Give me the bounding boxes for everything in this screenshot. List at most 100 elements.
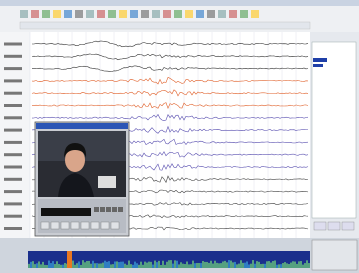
- channel-label: [4, 141, 22, 144]
- tool-button[interactable]: [185, 10, 193, 18]
- spectrum-column: [236, 264, 238, 268]
- side-button[interactable]: [342, 222, 354, 230]
- spectrum-column: [106, 262, 108, 268]
- position-marker[interactable]: [67, 251, 72, 268]
- channel-label: [4, 227, 22, 230]
- channel-label: [4, 153, 22, 156]
- video-button[interactable]: [112, 207, 117, 212]
- selected-event[interactable]: [313, 58, 327, 62]
- spectrum-column: [304, 263, 306, 268]
- spectrum-column: [54, 264, 56, 268]
- spectrum-column: [270, 263, 272, 268]
- video-button[interactable]: [91, 222, 99, 229]
- side-button[interactable]: [328, 222, 340, 230]
- eeg-app: [0, 0, 359, 273]
- spectrum-column: [52, 261, 54, 268]
- video-window: [35, 122, 129, 236]
- spectrum-column: [280, 264, 282, 268]
- spectrum-column: [242, 263, 244, 268]
- tool-button[interactable]: [31, 10, 39, 18]
- video-button[interactable]: [111, 222, 119, 229]
- spectrum-column: [244, 263, 246, 268]
- video-button[interactable]: [51, 222, 59, 229]
- tool-button[interactable]: [240, 10, 248, 18]
- spectrum-column: [194, 263, 196, 268]
- channel-label: [4, 215, 22, 218]
- spectrum-column: [174, 260, 176, 268]
- channel-label: [4, 116, 22, 119]
- video-button[interactable]: [94, 207, 99, 212]
- video-button[interactable]: [41, 222, 49, 229]
- tool-button[interactable]: [119, 10, 127, 18]
- spectrum-column: [238, 264, 240, 268]
- spectrum-column: [268, 261, 270, 268]
- video-button[interactable]: [101, 222, 109, 229]
- tool-button[interactable]: [42, 10, 50, 18]
- video-button[interactable]: [100, 207, 105, 212]
- spectrum-column: [234, 262, 236, 268]
- tool-button[interactable]: [207, 10, 215, 18]
- spectrum-column: [200, 263, 202, 268]
- spectrum-column: [260, 264, 262, 268]
- tool-button[interactable]: [218, 10, 226, 18]
- spectrum-column: [76, 263, 78, 268]
- channel-label: [4, 178, 22, 181]
- spectrum-column: [288, 264, 290, 268]
- spectrum-column: [170, 260, 172, 268]
- video-button[interactable]: [81, 222, 89, 229]
- spectrum-column: [60, 265, 62, 268]
- tool-button[interactable]: [20, 10, 28, 18]
- spectrum-column: [296, 264, 298, 268]
- spectrum-column: [230, 261, 232, 268]
- spectrum-column: [224, 261, 226, 268]
- spectrum-column: [166, 262, 168, 268]
- tool-button[interactable]: [174, 10, 182, 18]
- spectrum-column: [144, 262, 146, 268]
- video-button[interactable]: [71, 222, 79, 229]
- video-button[interactable]: [118, 207, 123, 212]
- spectrum-column: [196, 263, 198, 268]
- spectrum-column: [80, 265, 82, 268]
- tool-button[interactable]: [108, 10, 116, 18]
- event-list[interactable]: [312, 42, 356, 218]
- spectrum-column: [110, 264, 112, 268]
- tool-button[interactable]: [163, 10, 171, 18]
- spectrum-column: [140, 262, 142, 268]
- channel-label: [4, 55, 22, 58]
- tool-button[interactable]: [64, 10, 72, 18]
- video-button[interactable]: [106, 207, 111, 212]
- tool-button[interactable]: [130, 10, 138, 18]
- tool-strip: [20, 22, 310, 29]
- spectrum-column: [78, 261, 80, 268]
- spectrum-column: [118, 262, 120, 268]
- tool-button[interactable]: [229, 10, 237, 18]
- selected-event[interactable]: [313, 64, 323, 67]
- channel-label: [4, 67, 22, 70]
- spectrum-column: [202, 261, 204, 268]
- spectrum-column: [276, 265, 278, 268]
- tool-button[interactable]: [141, 10, 149, 18]
- tool-button[interactable]: [196, 10, 204, 18]
- spectrum-column: [176, 261, 178, 268]
- spectrum-column: [222, 262, 224, 268]
- spectrum-column: [298, 261, 300, 268]
- spectrum-column: [152, 265, 154, 268]
- tool-button[interactable]: [152, 10, 160, 18]
- spectrum-column: [256, 261, 258, 268]
- spectrum-column: [172, 264, 174, 268]
- tool-button[interactable]: [53, 10, 61, 18]
- tool-button[interactable]: [251, 10, 259, 18]
- spectrum-column: [294, 262, 296, 268]
- spectrum-column: [150, 262, 152, 268]
- channel-label: [4, 129, 22, 132]
- tool-button[interactable]: [75, 10, 83, 18]
- tool-button[interactable]: [97, 10, 105, 18]
- spectrum-column: [156, 262, 158, 268]
- spectrum-column: [48, 261, 50, 268]
- spectrum-column: [306, 260, 308, 268]
- tool-button[interactable]: [86, 10, 94, 18]
- video-button[interactable]: [61, 222, 69, 229]
- spectrum-column: [112, 264, 114, 268]
- side-button[interactable]: [314, 222, 326, 230]
- spectrum-column: [188, 264, 190, 268]
